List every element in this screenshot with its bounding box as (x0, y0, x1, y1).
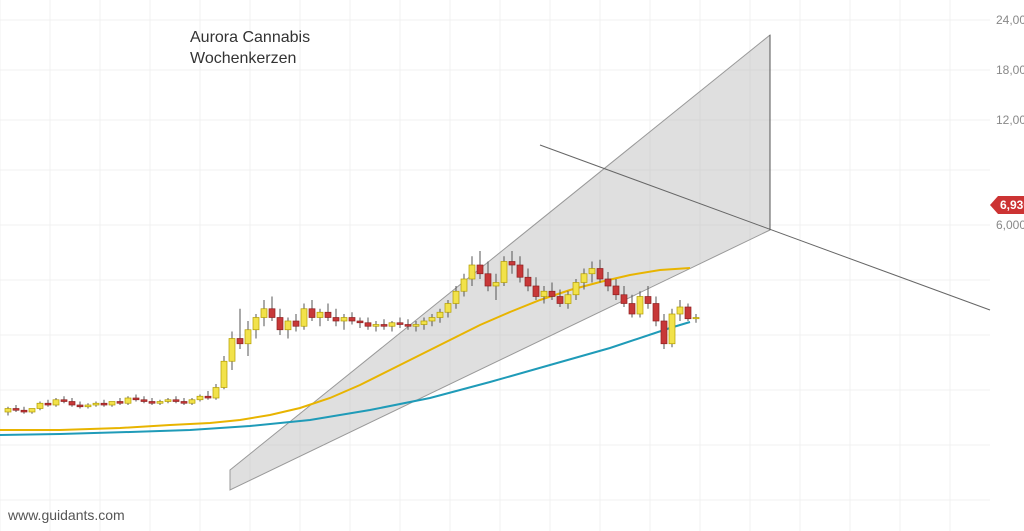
chart-svg[interactable]: 24,000 18,000 12,000 6,000 6,930 (0, 0, 1024, 531)
title-line-1: Aurora Cannabis (190, 28, 310, 49)
chart-title: Aurora Cannabis Wochenkerzen (190, 28, 310, 70)
watermark: www.guidants.com (8, 507, 125, 523)
chart-container: 24,000 18,000 12,000 6,000 6,930 Aurora Cann… (0, 0, 1024, 531)
svg-text:18,000: 18,000 (996, 63, 1024, 77)
svg-text:6,000: 6,000 (996, 218, 1024, 232)
svg-text:6,930: 6,930 (1000, 198, 1024, 212)
svg-text:12,000: 12,000 (996, 113, 1024, 127)
title-line-2: Wochenkerzen (190, 49, 310, 70)
svg-text:24,000: 24,000 (996, 13, 1024, 27)
